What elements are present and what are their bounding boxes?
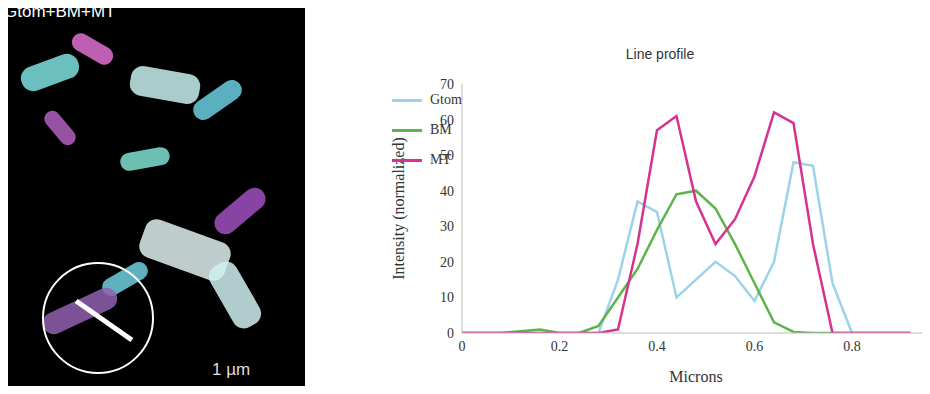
svg-text:Microns: Microns (669, 368, 722, 385)
svg-text:0: 0 (447, 326, 454, 341)
svg-text:70: 70 (440, 77, 454, 92)
svg-text:60: 60 (440, 113, 454, 128)
svg-text:0.6: 0.6 (746, 339, 764, 354)
svg-text:50: 50 (440, 148, 454, 163)
svg-text:0: 0 (459, 339, 466, 354)
svg-text:Intensity (normalized): Intensity (normalized) (390, 137, 408, 280)
svg-text:30: 30 (440, 219, 454, 234)
svg-text:0.4: 0.4 (648, 339, 666, 354)
svg-text:10: 10 (440, 290, 454, 305)
svg-text:0.2: 0.2 (551, 339, 569, 354)
svg-text:20: 20 (440, 255, 454, 270)
svg-text:40: 40 (440, 184, 454, 199)
svg-text:0.8: 0.8 (843, 339, 861, 354)
